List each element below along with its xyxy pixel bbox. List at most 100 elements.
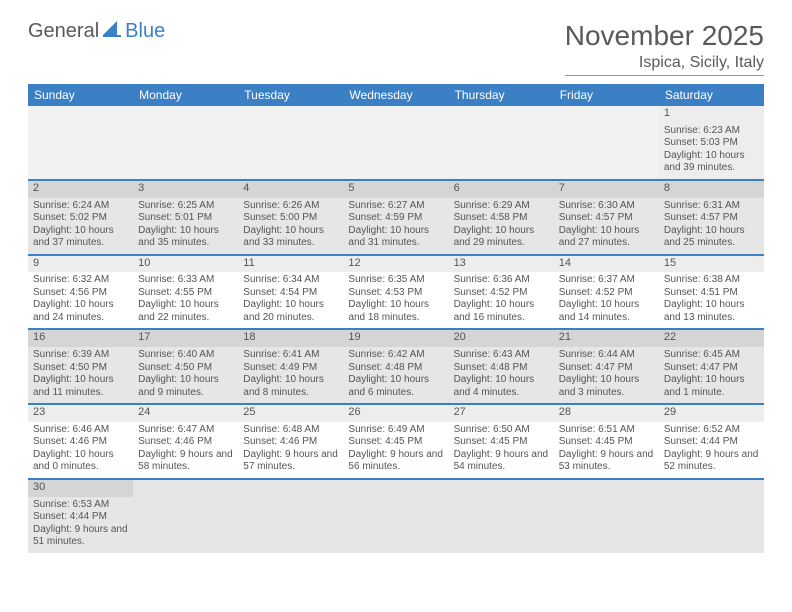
sunset-line: Sunset: 4:44 PM <box>33 511 128 524</box>
sunrise-line: Sunrise: 6:44 AM <box>559 349 654 362</box>
day-number: 17 <box>138 331 233 345</box>
calendar-day-cell: 19Sunrise: 6:42 AMSunset: 4:48 PMDayligh… <box>343 329 448 404</box>
calendar-day-cell: 20Sunrise: 6:43 AMSunset: 4:48 PMDayligh… <box>449 329 554 404</box>
calendar-day-cell: 27Sunrise: 6:50 AMSunset: 4:45 PMDayligh… <box>449 404 554 479</box>
calendar-day-cell: 3Sunrise: 6:25 AMSunset: 5:01 PMDaylight… <box>133 180 238 255</box>
sunrise-line: Sunrise: 6:26 AM <box>243 200 338 213</box>
sunset-line: Sunset: 5:01 PM <box>138 212 233 225</box>
sunrise-line: Sunrise: 6:37 AM <box>559 274 654 287</box>
calendar-week-row: 23Sunrise: 6:46 AMSunset: 4:46 PMDayligh… <box>28 404 764 479</box>
day-number: 13 <box>454 257 549 271</box>
daylight-line: Daylight: 10 hours and 27 minutes. <box>559 225 654 250</box>
calendar-day-cell: 24Sunrise: 6:47 AMSunset: 4:46 PMDayligh… <box>133 404 238 479</box>
daylight-line: Daylight: 10 hours and 39 minutes. <box>664 150 759 175</box>
calendar-day-cell: 23Sunrise: 6:46 AMSunset: 4:46 PMDayligh… <box>28 404 133 479</box>
calendar-day-cell: 15Sunrise: 6:38 AMSunset: 4:51 PMDayligh… <box>659 255 764 330</box>
daylight-line: Daylight: 9 hours and 54 minutes. <box>454 449 549 474</box>
sunrise-line: Sunrise: 6:34 AM <box>243 274 338 287</box>
weekday-header: Thursday <box>449 84 554 106</box>
calendar-day-cell: 8Sunrise: 6:31 AMSunset: 4:57 PMDaylight… <box>659 180 764 255</box>
sunrise-line: Sunrise: 6:36 AM <box>454 274 549 287</box>
sunset-line: Sunset: 4:59 PM <box>348 212 443 225</box>
day-number: 14 <box>559 257 654 271</box>
calendar-day-cell: 13Sunrise: 6:36 AMSunset: 4:52 PMDayligh… <box>449 255 554 330</box>
calendar-week-row: 30Sunrise: 6:53 AMSunset: 4:44 PMDayligh… <box>28 479 764 553</box>
sunset-line: Sunset: 4:50 PM <box>33 362 128 375</box>
daylight-line: Daylight: 10 hours and 24 minutes. <box>33 299 128 324</box>
calendar-day-cell <box>659 479 764 553</box>
calendar-week-row: 9Sunrise: 6:32 AMSunset: 4:56 PMDaylight… <box>28 255 764 330</box>
calendar-day-cell: 28Sunrise: 6:51 AMSunset: 4:45 PMDayligh… <box>554 404 659 479</box>
daylight-line: Daylight: 10 hours and 9 minutes. <box>138 374 233 399</box>
day-number: 15 <box>664 257 759 271</box>
sunset-line: Sunset: 5:00 PM <box>243 212 338 225</box>
sunrise-line: Sunrise: 6:43 AM <box>454 349 549 362</box>
day-number: 10 <box>138 257 233 271</box>
sunset-line: Sunset: 4:53 PM <box>348 287 443 300</box>
day-number: 6 <box>454 182 549 196</box>
sunset-line: Sunset: 4:46 PM <box>138 436 233 449</box>
calendar-day-cell: 30Sunrise: 6:53 AMSunset: 4:44 PMDayligh… <box>28 479 133 553</box>
sunrise-line: Sunrise: 6:42 AM <box>348 349 443 362</box>
sunrise-line: Sunrise: 6:40 AM <box>138 349 233 362</box>
sunset-line: Sunset: 4:44 PM <box>664 436 759 449</box>
sunset-line: Sunset: 4:45 PM <box>454 436 549 449</box>
daylight-line: Daylight: 9 hours and 58 minutes. <box>138 449 233 474</box>
sunset-line: Sunset: 4:49 PM <box>243 362 338 375</box>
day-number: 23 <box>33 406 128 420</box>
daylight-line: Daylight: 10 hours and 1 minute. <box>664 374 759 399</box>
sunset-line: Sunset: 5:03 PM <box>664 137 759 150</box>
sunrise-line: Sunrise: 6:48 AM <box>243 424 338 437</box>
calendar-day-cell: 11Sunrise: 6:34 AMSunset: 4:54 PMDayligh… <box>238 255 343 330</box>
logo-sail-icon <box>103 20 123 43</box>
sunrise-line: Sunrise: 6:29 AM <box>454 200 549 213</box>
sunset-line: Sunset: 4:55 PM <box>138 287 233 300</box>
title-block: November 2025 Ispica, Sicily, Italy <box>565 20 764 76</box>
day-number: 29 <box>664 406 759 420</box>
daylight-line: Daylight: 10 hours and 8 minutes. <box>243 374 338 399</box>
day-number: 21 <box>559 331 654 345</box>
daylight-line: Daylight: 10 hours and 18 minutes. <box>348 299 443 324</box>
sunrise-line: Sunrise: 6:52 AM <box>664 424 759 437</box>
calendar-day-cell <box>28 106 133 180</box>
calendar-day-cell <box>449 106 554 180</box>
calendar-day-cell <box>554 479 659 553</box>
day-number: 26 <box>348 406 443 420</box>
logo-text-2: Blue <box>125 20 165 43</box>
calendar-day-cell <box>238 479 343 553</box>
logo-text-1: General <box>28 20 99 43</box>
sunrise-line: Sunrise: 6:39 AM <box>33 349 128 362</box>
calendar-week-row: 1Sunrise: 6:23 AMSunset: 5:03 PMDaylight… <box>28 106 764 180</box>
sunrise-line: Sunrise: 6:51 AM <box>559 424 654 437</box>
daylight-line: Daylight: 9 hours and 51 minutes. <box>33 524 128 549</box>
sunrise-line: Sunrise: 6:47 AM <box>138 424 233 437</box>
sunrise-line: Sunrise: 6:50 AM <box>454 424 549 437</box>
day-number: 5 <box>348 182 443 196</box>
calendar-day-cell: 25Sunrise: 6:48 AMSunset: 4:46 PMDayligh… <box>238 404 343 479</box>
weekday-header: Monday <box>133 84 238 106</box>
daylight-line: Daylight: 10 hours and 13 minutes. <box>664 299 759 324</box>
calendar-day-cell <box>238 106 343 180</box>
sunrise-line: Sunrise: 6:46 AM <box>33 424 128 437</box>
day-number: 25 <box>243 406 338 420</box>
calendar-day-cell: 2Sunrise: 6:24 AMSunset: 5:02 PMDaylight… <box>28 180 133 255</box>
calendar-day-cell: 4Sunrise: 6:26 AMSunset: 5:00 PMDaylight… <box>238 180 343 255</box>
daylight-line: Daylight: 10 hours and 3 minutes. <box>559 374 654 399</box>
day-number: 20 <box>454 331 549 345</box>
daylight-line: Daylight: 10 hours and 37 minutes. <box>33 225 128 250</box>
calendar-day-cell <box>449 479 554 553</box>
day-number: 8 <box>664 182 759 196</box>
calendar-day-cell: 18Sunrise: 6:41 AMSunset: 4:49 PMDayligh… <box>238 329 343 404</box>
sunset-line: Sunset: 4:56 PM <box>33 287 128 300</box>
daylight-line: Daylight: 10 hours and 33 minutes. <box>243 225 338 250</box>
day-number: 7 <box>559 182 654 196</box>
calendar-day-cell: 26Sunrise: 6:49 AMSunset: 4:45 PMDayligh… <box>343 404 448 479</box>
sunrise-line: Sunrise: 6:32 AM <box>33 274 128 287</box>
sunrise-line: Sunrise: 6:23 AM <box>664 125 759 138</box>
sunrise-line: Sunrise: 6:25 AM <box>138 200 233 213</box>
calendar-day-cell: 6Sunrise: 6:29 AMSunset: 4:58 PMDaylight… <box>449 180 554 255</box>
calendar-week-row: 16Sunrise: 6:39 AMSunset: 4:50 PMDayligh… <box>28 329 764 404</box>
calendar-day-cell: 17Sunrise: 6:40 AMSunset: 4:50 PMDayligh… <box>133 329 238 404</box>
calendar-day-cell: 22Sunrise: 6:45 AMSunset: 4:47 PMDayligh… <box>659 329 764 404</box>
daylight-line: Daylight: 10 hours and 0 minutes. <box>33 449 128 474</box>
